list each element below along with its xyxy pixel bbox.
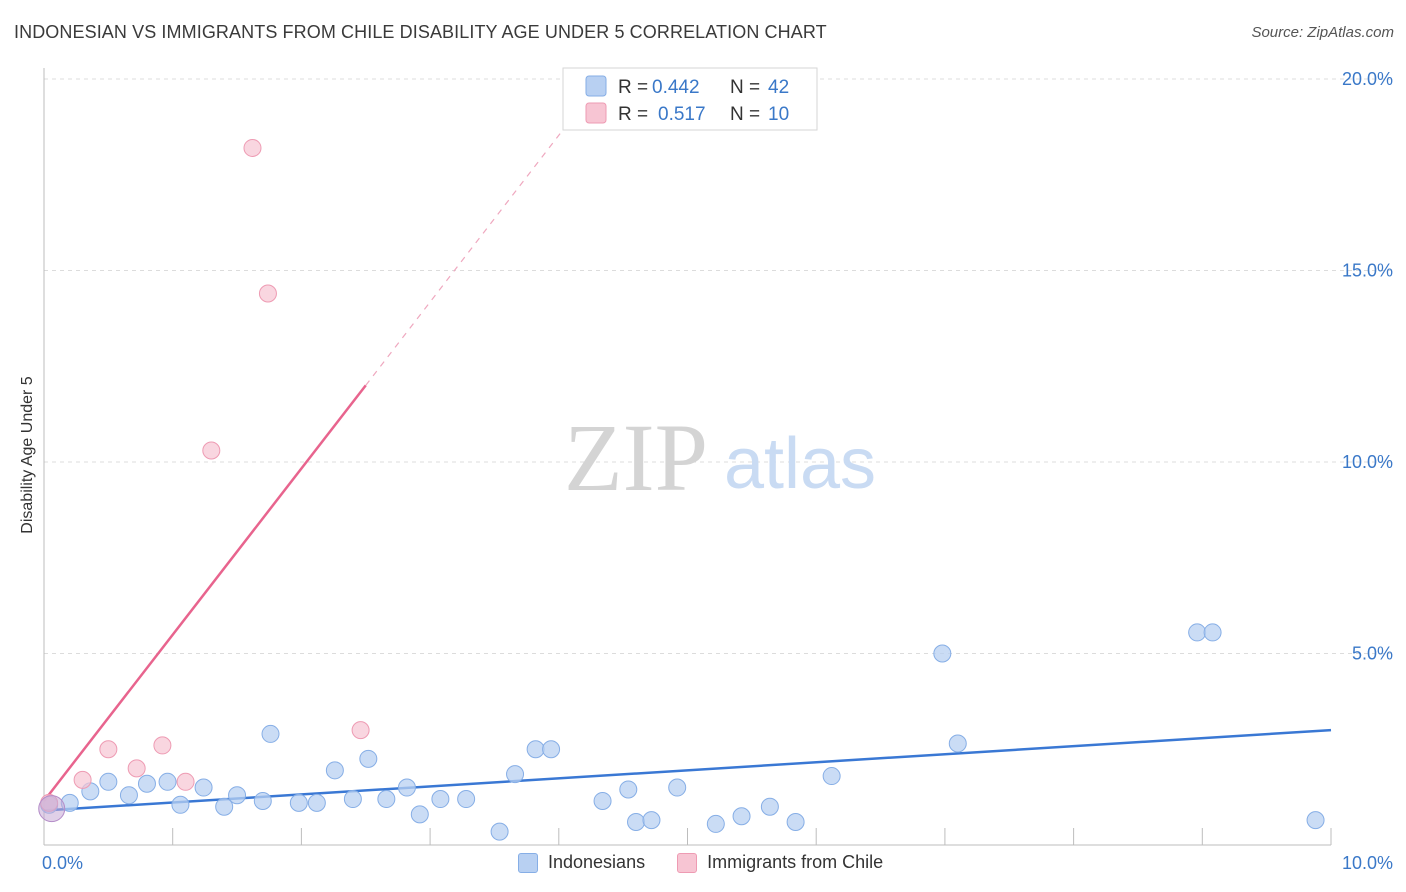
- indonesians-point: [627, 813, 646, 832]
- legend-r-value: 0.442: [652, 77, 700, 98]
- legend-swatch-blue: [585, 75, 607, 97]
- axes: [43, 68, 1332, 846]
- legend-item-indonesians: Indonesians: [518, 852, 645, 873]
- indonesians-point: [760, 797, 779, 816]
- indonesians-point: [261, 724, 280, 743]
- indonesians-point: [119, 786, 138, 805]
- data-points: [38, 138, 1325, 841]
- y-tick-label: 20.0%: [1342, 69, 1393, 89]
- chile-trend-line: [43, 384, 367, 802]
- indonesians-point: [325, 761, 344, 780]
- chile-trend-extension: [365, 101, 586, 386]
- indonesians-point: [526, 740, 545, 759]
- indonesians-point: [542, 740, 561, 759]
- legend-r-value: 0.517: [658, 104, 706, 125]
- y-tick-label: 5.0%: [1352, 644, 1393, 664]
- chile-point: [176, 772, 195, 791]
- chile-point: [202, 441, 221, 460]
- indonesians-point: [158, 772, 177, 791]
- indonesians-point: [171, 795, 190, 814]
- origin-cluster-point: [38, 795, 66, 823]
- legend-swatch-pink: [585, 102, 607, 124]
- indonesians-point: [307, 793, 326, 812]
- indonesians-point: [194, 778, 213, 797]
- indonesians-point: [1203, 623, 1222, 642]
- legend-n-label: N =: [730, 104, 760, 125]
- y-tick-label: 15.0%: [1342, 261, 1393, 281]
- indonesians-point: [99, 772, 118, 791]
- indonesians-point: [377, 790, 396, 809]
- tick-labels: 5.0% 10.0% 15.0% 20.0% 0.0% 10.0%: [42, 69, 1393, 873]
- indonesians-point: [215, 797, 234, 816]
- stats-legend: R = 0.442 N = 42 R = 0.517 N = 10: [562, 67, 818, 131]
- x-tick-label: 0.0%: [42, 853, 83, 873]
- gridlines: [44, 78, 1392, 654]
- watermark-atlas: atlas: [724, 424, 876, 504]
- legend-n-label: N =: [730, 77, 760, 98]
- indonesians-point: [822, 767, 841, 786]
- indonesians-point: [490, 822, 509, 841]
- indonesians-point: [933, 644, 952, 663]
- indonesians-point: [948, 734, 967, 753]
- legend-r-label: R =: [618, 77, 648, 98]
- indonesians-point: [593, 791, 612, 810]
- watermark-zip: ZIP: [564, 404, 708, 511]
- indonesians-point: [706, 814, 725, 833]
- indonesians-point: [359, 749, 378, 768]
- indonesians-point: [668, 778, 687, 797]
- watermark: ZIP atlas: [564, 404, 876, 511]
- indonesians-point: [253, 791, 272, 810]
- indonesians-point: [1188, 623, 1207, 642]
- source-label: Source: ZipAtlas.com: [1251, 24, 1394, 41]
- legend-n-value: 42: [768, 77, 789, 98]
- indonesians-point: [457, 790, 476, 809]
- legend-item-chile: Immigrants from Chile: [677, 852, 883, 873]
- chile-point: [73, 770, 92, 789]
- chart-title: INDONESIAN VS IMMIGRANTS FROM CHILE DISA…: [14, 22, 827, 42]
- legend-swatch-pink: [677, 852, 698, 873]
- indonesians-point: [786, 813, 805, 832]
- legend-label: Immigrants from Chile: [707, 852, 884, 872]
- indonesians-point: [506, 765, 525, 784]
- indonesians-point: [732, 807, 751, 826]
- indonesians-point: [1306, 811, 1325, 830]
- indonesians-point: [619, 780, 638, 799]
- chile-point: [243, 138, 262, 157]
- indonesians-point: [642, 811, 661, 830]
- legend-swatch-blue: [518, 852, 538, 873]
- series-legend: Indonesians Immigrants from Chile: [518, 852, 915, 873]
- indonesians-point: [397, 778, 416, 797]
- indonesians-point: [410, 805, 429, 824]
- indonesians-point: [228, 786, 247, 805]
- chile-point: [258, 284, 277, 303]
- x-tick-label: 10.0%: [1342, 853, 1393, 873]
- indonesians-point: [137, 774, 156, 793]
- legend-n-value: 10: [768, 104, 789, 125]
- chile-point: [127, 759, 146, 778]
- chile-point: [351, 721, 370, 740]
- indonesians-point: [431, 790, 450, 809]
- chile-point: [153, 736, 172, 755]
- legend-r-label: R =: [618, 104, 648, 125]
- indonesians-point: [343, 790, 362, 809]
- y-tick-label: 10.0%: [1342, 452, 1393, 472]
- indonesians-point: [289, 793, 308, 812]
- chile-point: [99, 740, 118, 759]
- legend-label: Indonesians: [548, 852, 646, 872]
